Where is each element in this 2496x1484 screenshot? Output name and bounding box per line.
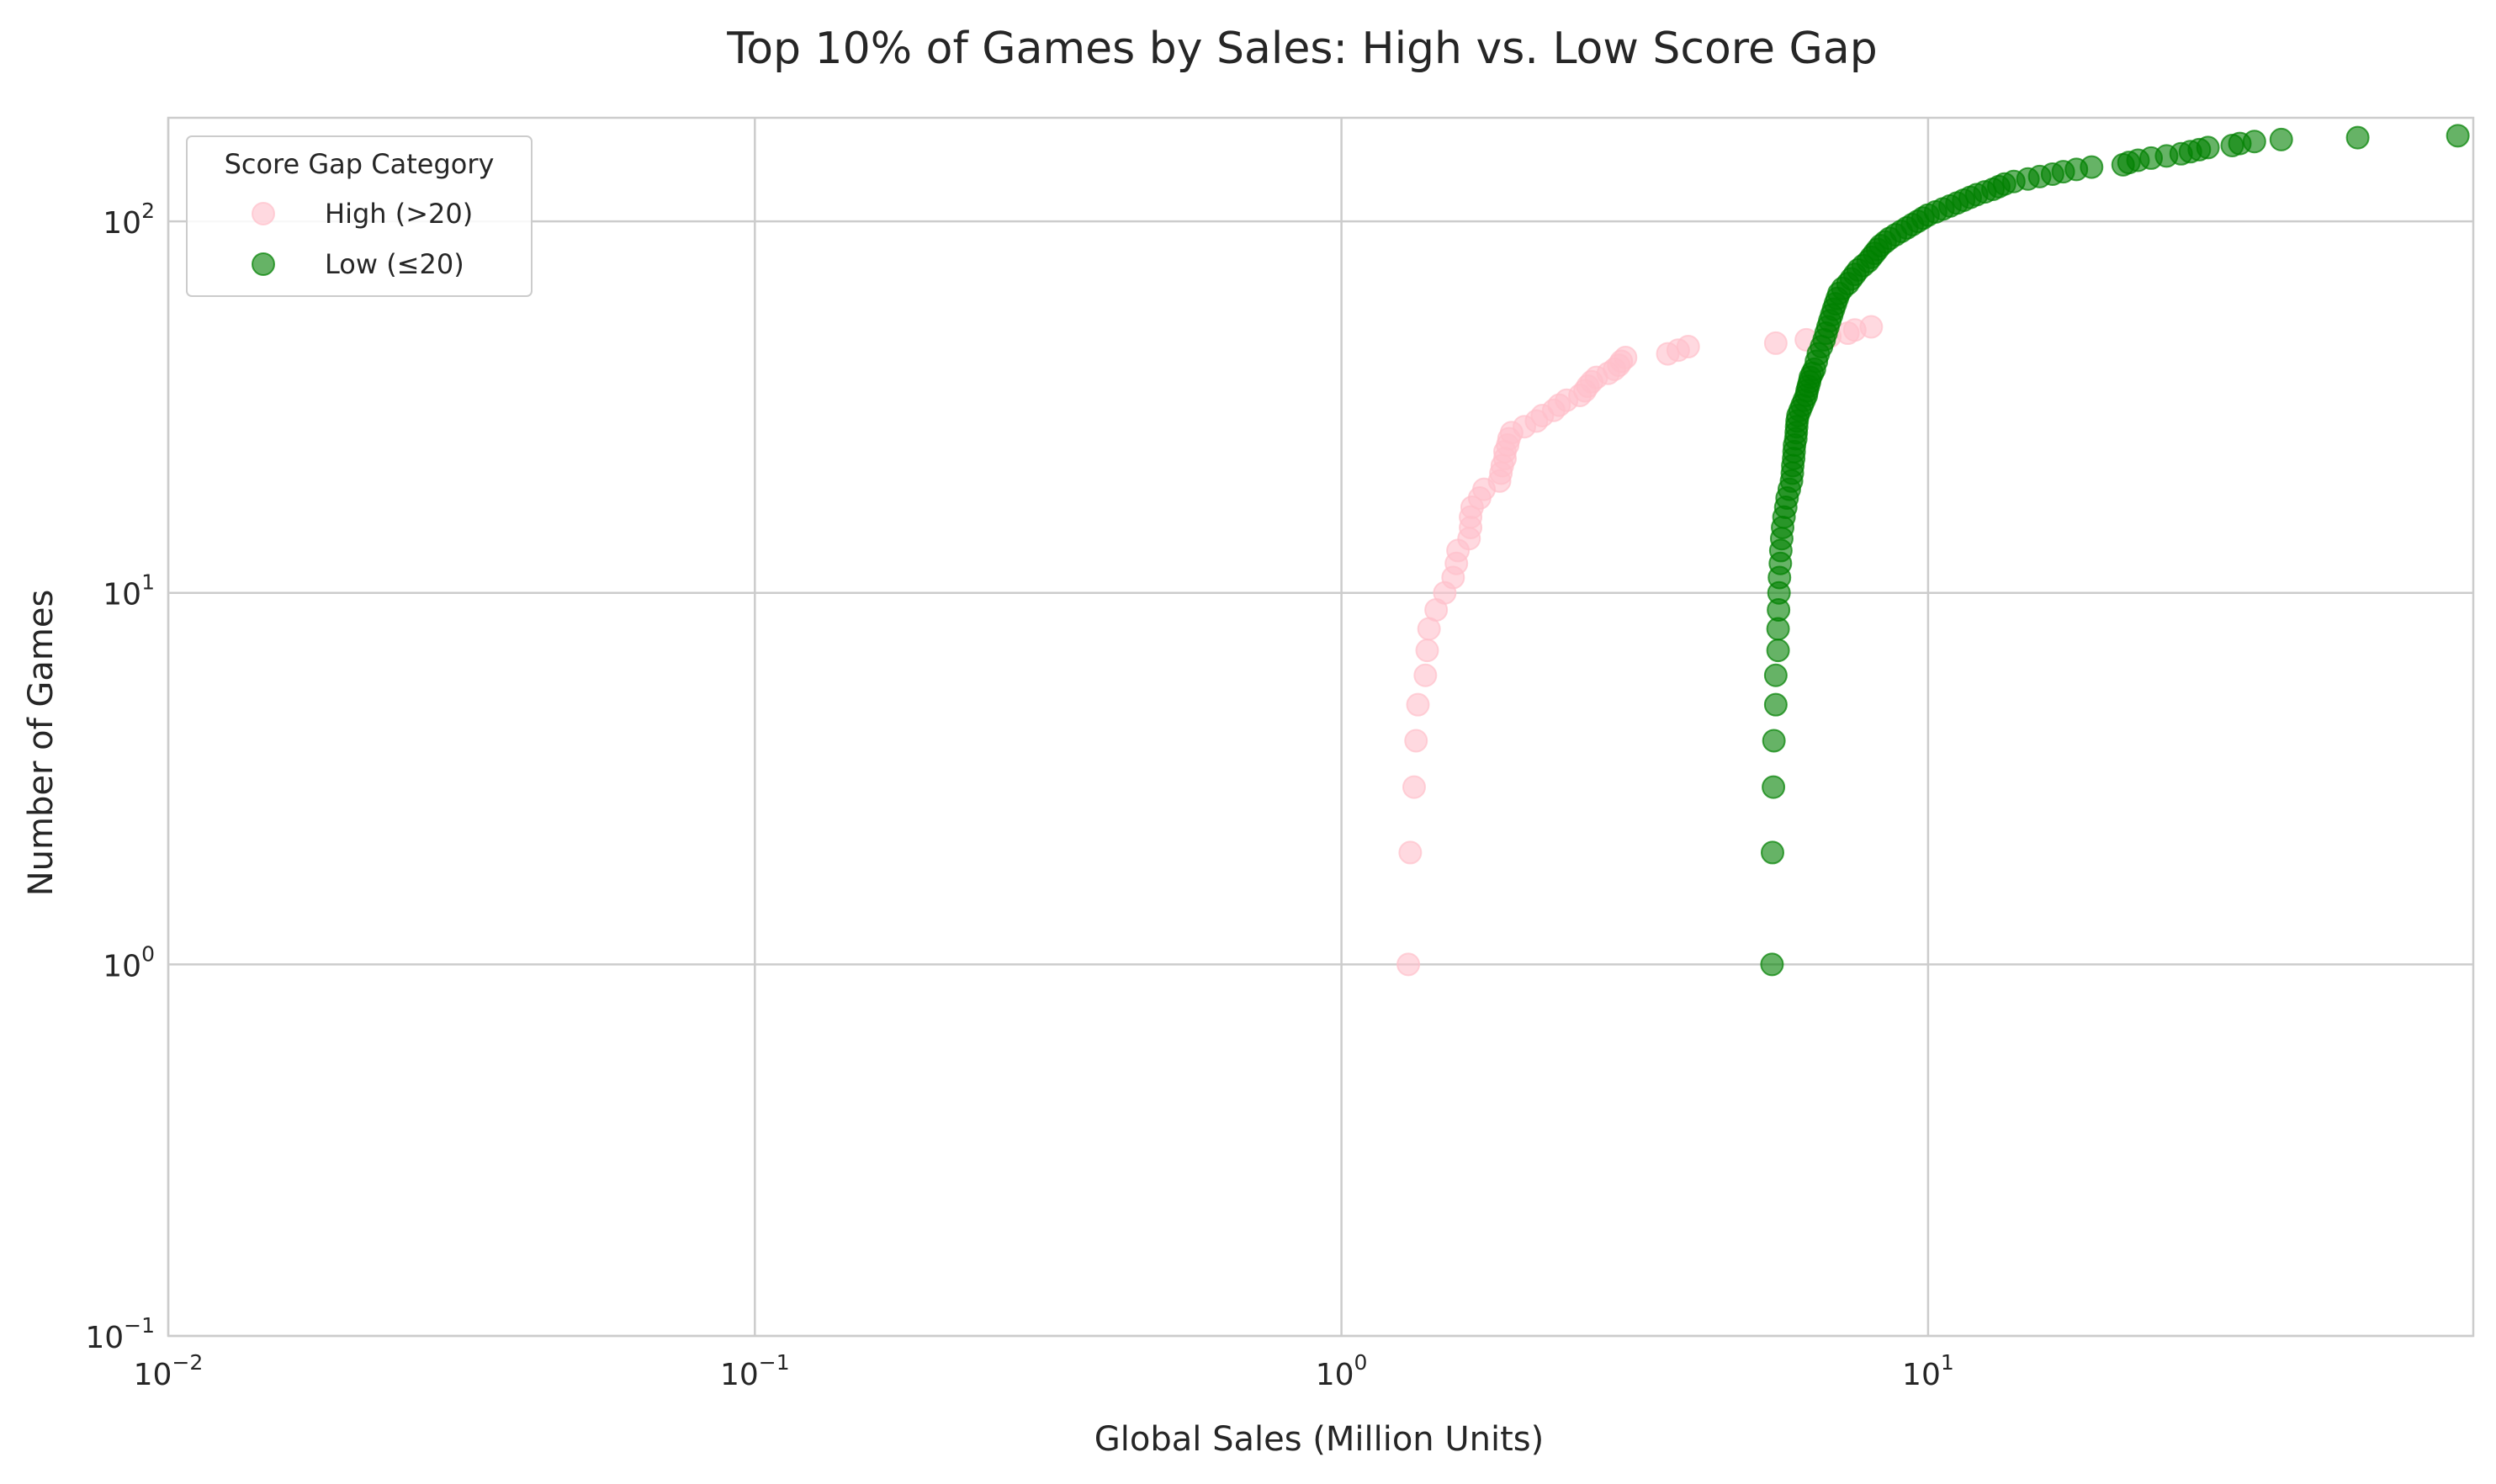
- y-tick-label: 100: [103, 941, 155, 983]
- point-high: [1398, 840, 1423, 865]
- point-high: [1859, 315, 1884, 339]
- x-axis-label: Global Sales (Million Units): [1094, 1420, 1544, 1459]
- legend-label-high: High (>20): [325, 198, 473, 230]
- y-axis-label: Number of Games: [22, 590, 61, 897]
- x-axis-ticks: 10−2 10−1 100 101: [134, 1350, 1954, 1392]
- legend-label-low: Low (≤20): [325, 248, 464, 280]
- point-low: [1762, 775, 1786, 799]
- y-tick-label: 10−1: [85, 1313, 155, 1355]
- point-high: [1396, 952, 1421, 977]
- x-tick-label: 101: [1902, 1350, 1954, 1392]
- x-tick-label: 10−1: [720, 1350, 790, 1392]
- point-low: [2080, 155, 2104, 179]
- legend-box: [186, 135, 533, 297]
- point-high: [1614, 345, 1638, 369]
- x-tick-label: 10−2: [134, 1350, 204, 1392]
- point-low: [1760, 952, 1784, 977]
- point-high: [1676, 335, 1700, 359]
- series-low: [1760, 124, 2470, 977]
- point-low: [1760, 840, 1784, 865]
- point-high: [1402, 775, 1426, 799]
- point-low: [2446, 124, 2470, 148]
- point-high: [1406, 692, 1430, 717]
- point-low: [1763, 692, 1788, 717]
- point-low: [1762, 729, 1786, 753]
- point-high: [1404, 729, 1428, 753]
- legend-title: Score Gap Category: [225, 148, 495, 180]
- point-low: [2196, 135, 2220, 160]
- point-high: [1415, 639, 1439, 663]
- point-low: [2269, 127, 2293, 151]
- series-high: [1396, 315, 1884, 977]
- plot-frame: [167, 116, 2475, 1338]
- point-low: [2345, 125, 2370, 150]
- legend-marker-low: [252, 252, 275, 276]
- x-tick-label: 100: [1316, 1350, 1368, 1392]
- point-high: [1763, 331, 1788, 355]
- y-tick-label: 102: [103, 199, 155, 241]
- y-tick-label: 101: [103, 570, 155, 612]
- chart-title: Top 10% of Games by Sales: High vs. Low …: [726, 24, 1877, 74]
- y-axis-ticks: 10−1 100 101 102: [85, 199, 155, 1355]
- point-high: [1413, 663, 1438, 687]
- point-low: [1766, 639, 1790, 663]
- legend-marker-high: [252, 202, 275, 225]
- point-low: [2242, 130, 2266, 154]
- legend: Score Gap Category High (>20) Low (≤20): [186, 135, 533, 297]
- point-low: [1763, 663, 1788, 687]
